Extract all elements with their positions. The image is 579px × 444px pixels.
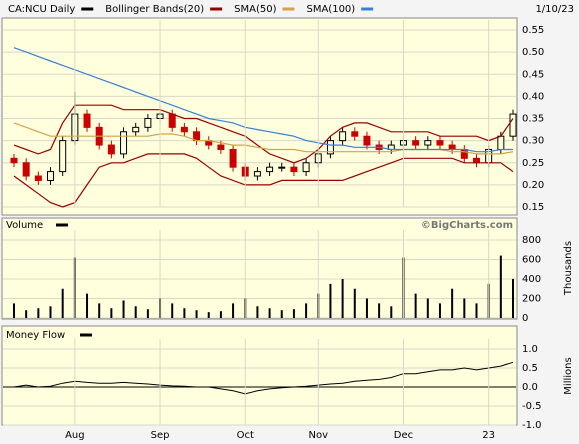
candle-body — [424, 140, 432, 146]
candle-body — [460, 148, 468, 159]
candle-body — [168, 113, 176, 128]
indicator-line — [13, 104, 514, 164]
y-tick-label: 0.5 — [522, 363, 538, 374]
x-tick-label: Aug — [65, 430, 85, 441]
x-tick-label: Oct — [237, 430, 254, 441]
candle-body — [59, 140, 67, 173]
x-tick-label: Dec — [394, 430, 413, 441]
candle-body — [278, 166, 286, 169]
candle-body — [266, 166, 274, 173]
y-tick-label: 0.30 — [522, 136, 544, 147]
date: 1/10/23 — [535, 4, 574, 15]
y-tick-label: 0.40 — [522, 91, 544, 102]
y-axis-label: Millions — [563, 357, 574, 394]
y-tick-label: 800 — [522, 235, 541, 246]
y-tick-label: 0.20 — [522, 180, 544, 191]
candle-body — [34, 175, 42, 181]
y-tick-label: 0 — [522, 313, 528, 324]
money-flow-line — [13, 361, 514, 395]
candle-body — [326, 140, 334, 155]
x-tick-label: Nov — [309, 430, 329, 441]
candle-body — [180, 126, 188, 133]
candle-body — [412, 140, 420, 146]
candle-body — [132, 126, 140, 133]
candle-body — [290, 166, 298, 173]
legend-label: Bollinger Bands(20) — [105, 4, 204, 15]
candle-body — [351, 131, 359, 137]
money-flow-panel — [1, 325, 518, 426]
candle-body — [448, 144, 456, 150]
y-tick-label: -1.0 — [522, 420, 542, 431]
watermark: ©BigCharts.com — [421, 220, 513, 231]
indicator-line — [13, 153, 514, 208]
y-tick-label: 0.35 — [522, 114, 544, 125]
y-tick-label: -0.5 — [522, 401, 542, 412]
candle-body — [363, 135, 371, 146]
candle-body — [107, 144, 115, 155]
candle-body — [217, 144, 225, 150]
y-tick-label: 0.50 — [522, 47, 544, 58]
candle-body — [339, 131, 347, 142]
legend-label: SMA(100) — [306, 4, 355, 15]
y-tick-label: 400 — [522, 274, 541, 285]
candle-body — [47, 171, 55, 181]
x-tick-label: Sep — [151, 430, 170, 441]
chart-title: CA:NCU Daily — [8, 4, 75, 15]
y-tick-label: 200 — [522, 294, 541, 305]
candle-body — [120, 131, 128, 155]
panel-title: Volume — [6, 220, 43, 231]
candle-body — [497, 135, 505, 150]
panel-title: Money Flow — [6, 330, 65, 341]
candle-body — [229, 148, 237, 168]
candle-body — [22, 162, 30, 177]
candle-body — [302, 162, 310, 173]
candle-body — [253, 171, 261, 177]
candle-body — [436, 140, 444, 146]
y-tick-label: 0.25 — [522, 158, 544, 169]
candle-body — [144, 118, 152, 128]
y-tick-label: 0.0 — [522, 382, 538, 393]
indicator-line — [13, 47, 513, 153]
candle-body — [472, 157, 480, 164]
y-tick-label: 0.55 — [522, 25, 544, 36]
x-tick-label: 23 — [482, 430, 495, 441]
candle-body — [83, 113, 91, 128]
y-tick-label: 0.45 — [522, 69, 544, 80]
y-tick-label: 0.15 — [522, 202, 544, 213]
y-tick-label: 600 — [522, 255, 541, 266]
candle-body — [509, 113, 517, 137]
candle-body — [10, 157, 18, 164]
legend-label: SMA(50) — [234, 4, 276, 15]
y-tick-label: 1.0 — [522, 344, 538, 355]
y-axis-label: Thousands — [563, 241, 574, 296]
